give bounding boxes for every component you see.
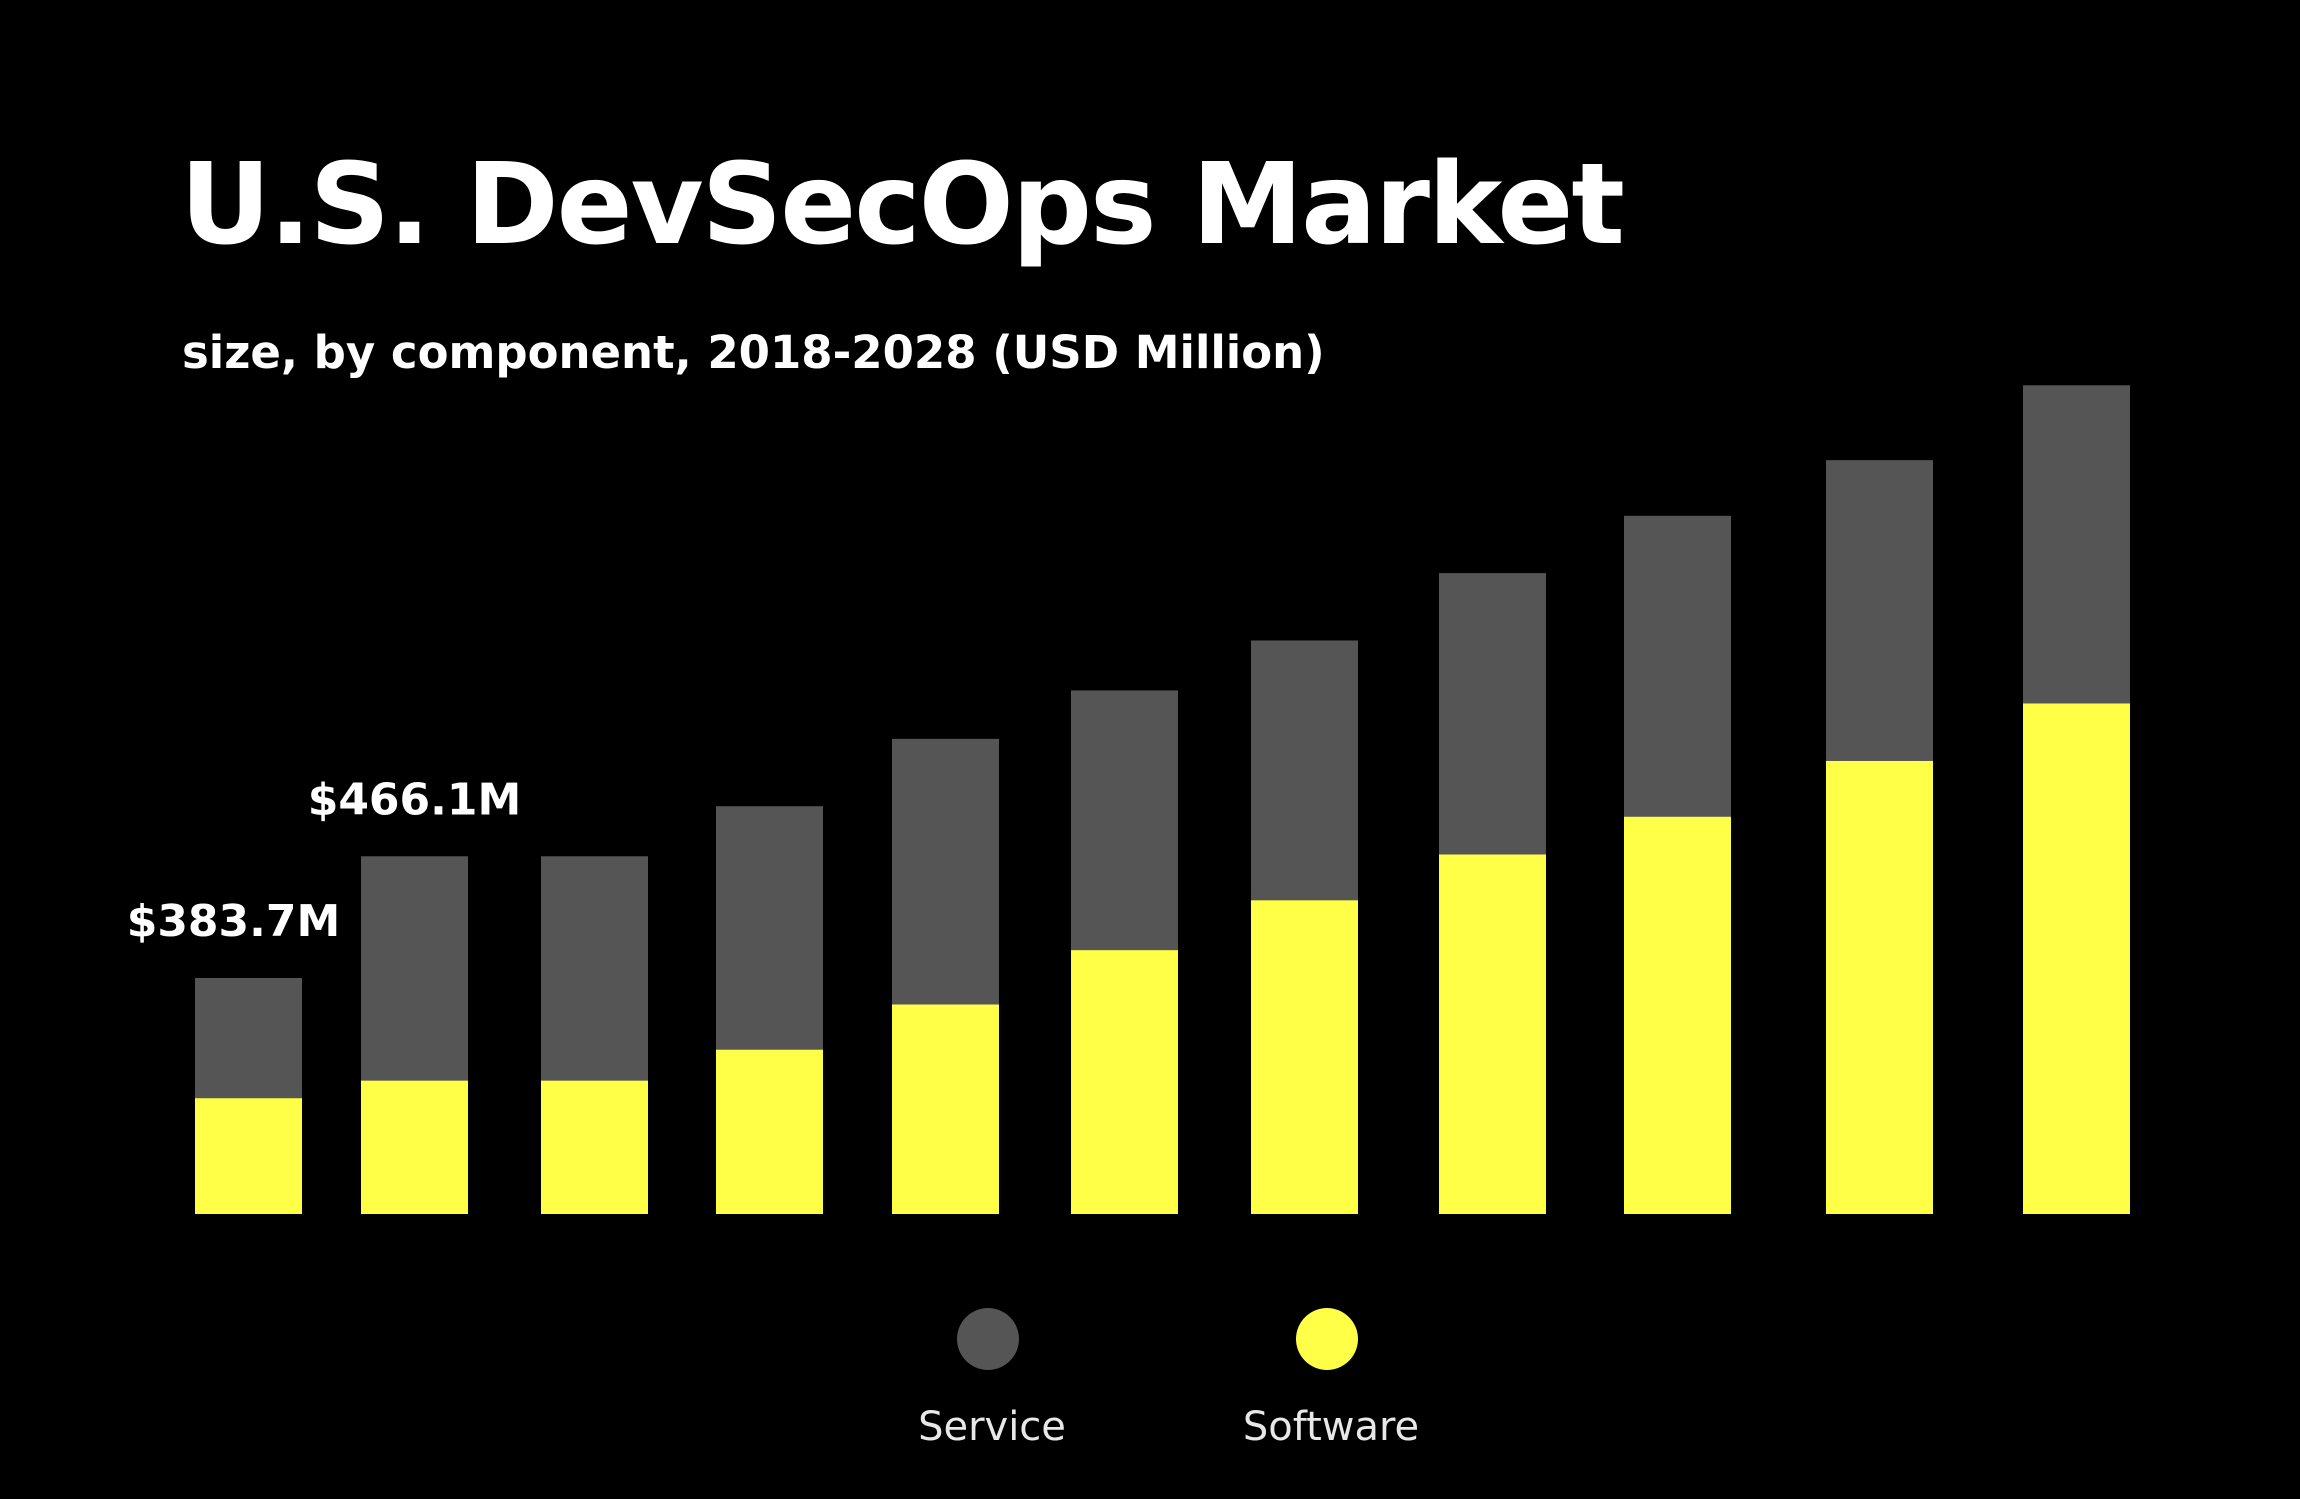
bar-software-2021 bbox=[716, 1049, 823, 1214]
bar-service-2021 bbox=[716, 806, 823, 1050]
data-label-2018: $383.7M bbox=[127, 896, 341, 947]
bar-software-2028 bbox=[2023, 703, 2130, 1214]
bar-service-2023 bbox=[1071, 690, 1178, 951]
bar-software-2023 bbox=[1071, 950, 1178, 1214]
bar-software-2026 bbox=[1624, 816, 1731, 1214]
legend-label-software: Software bbox=[1243, 1404, 1419, 1450]
bar-software-2027 bbox=[1826, 760, 1933, 1214]
bar-software-2022 bbox=[892, 1004, 999, 1214]
bar-service-2028 bbox=[2023, 385, 2130, 704]
bar-service-2018 bbox=[195, 977, 302, 1099]
bar-service-2019 bbox=[361, 856, 468, 1081]
bar-software-2020 bbox=[541, 1080, 648, 1214]
bar-software-2019 bbox=[361, 1080, 468, 1214]
bar-software-2018 bbox=[195, 1098, 302, 1214]
bar-service-2022 bbox=[892, 738, 999, 1005]
bar-service-2024 bbox=[1251, 640, 1358, 901]
bar-service-2026 bbox=[1624, 515, 1731, 817]
legend-marker-software bbox=[1296, 1308, 1358, 1370]
chart-subtitle: size, by component, 2018-2028 (USD Milli… bbox=[182, 326, 1325, 379]
bar-software-2025 bbox=[1439, 854, 1546, 1214]
bar-service-2027 bbox=[1826, 460, 1933, 761]
bar-service-2020 bbox=[541, 856, 648, 1081]
legend-marker-service bbox=[957, 1308, 1019, 1370]
bar-service-2025 bbox=[1439, 573, 1546, 855]
chart-title: U.S. DevSecOps Market bbox=[180, 140, 1625, 270]
legend-label-service: Service bbox=[918, 1404, 1066, 1450]
bar-software-2024 bbox=[1251, 900, 1358, 1214]
data-label-2019: $466.1M bbox=[308, 774, 522, 825]
